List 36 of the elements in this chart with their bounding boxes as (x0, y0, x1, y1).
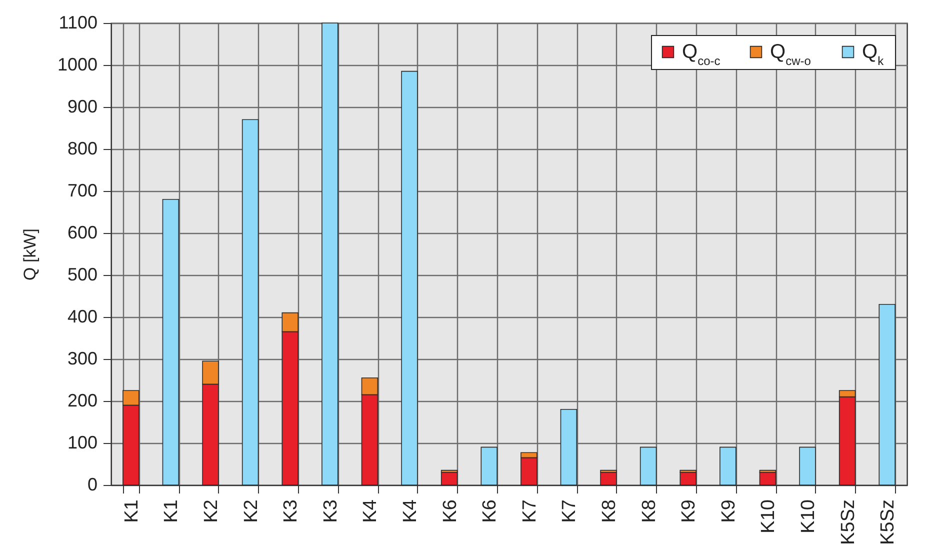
x-tick-label: K8 (638, 500, 660, 523)
y-tick-label: 100 (67, 432, 98, 452)
y-tick-label: 900 (67, 96, 98, 116)
x-tick-label: K4 (400, 499, 421, 523)
x-tick-label: K3 (320, 500, 342, 523)
y-tick-label: 1000 (57, 54, 98, 74)
x-tick-label: K3 (280, 500, 302, 523)
y-tick-label: 1100 (58, 12, 98, 32)
y-tick-label: 800 (67, 138, 98, 158)
y-tick-label: 400 (67, 306, 98, 326)
x-tick-label: K5Sz (878, 500, 899, 545)
x-tick-label: K10 (798, 500, 819, 534)
y-tick-label: 700 (67, 180, 98, 200)
x-tick-label: K4 (360, 499, 382, 523)
x-tick-label: K9 (678, 500, 700, 523)
x-tick-label: K7 (559, 500, 580, 523)
x-tick-label: K6 (440, 500, 461, 523)
x-tick-label: K2 (240, 500, 262, 523)
y-tick-label: 300 (67, 348, 98, 368)
x-tick-label: K5Sz (838, 500, 859, 545)
legend-label: Q$_{k}$ (862, 41, 885, 68)
x-tick-label: K2 (201, 500, 222, 523)
x-tick-label: K7 (519, 500, 540, 523)
x-tick-label: K10 (758, 500, 780, 534)
legend-label: Q$_{co-c}$ (682, 41, 720, 68)
x-tick-label: K6 (480, 500, 501, 523)
y-tick-label: 0 (87, 474, 98, 494)
y-tick-label: 500 (67, 264, 98, 284)
x-tick-label: K8 (599, 500, 620, 523)
y-axis-title: Q [kW] (20, 228, 40, 280)
legend-label: Q$_{cw-o}$ (770, 41, 812, 68)
x-tick-label: K1 (121, 500, 142, 523)
y-tick-label: 200 (67, 390, 98, 410)
x-tick-label: K9 (718, 500, 740, 523)
y-tick-label: 600 (67, 222, 98, 242)
x-tick-label: K1 (161, 500, 182, 523)
